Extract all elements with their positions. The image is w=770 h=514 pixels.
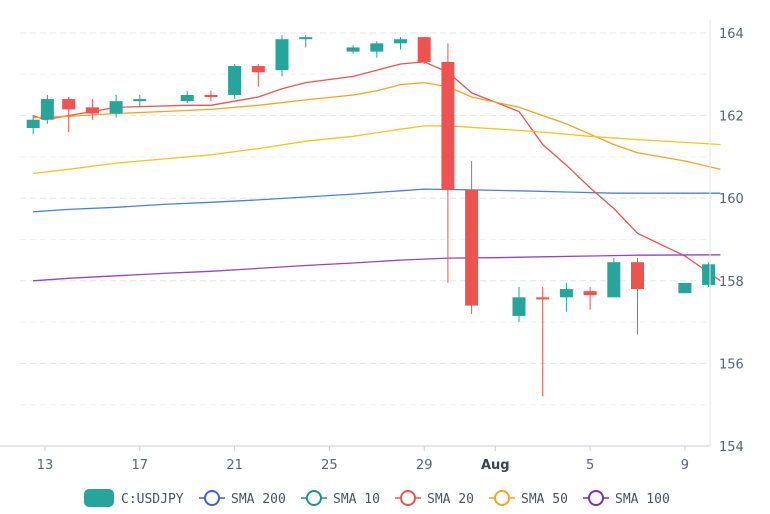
candle-19 xyxy=(536,286,550,397)
candle-body xyxy=(583,291,597,296)
candle-body xyxy=(441,61,455,190)
sma-line-sma-200 xyxy=(33,188,721,213)
sma-line-sma-20 xyxy=(33,81,721,170)
candle-17 xyxy=(465,161,479,314)
candle-4 xyxy=(109,94,123,118)
candle-body xyxy=(465,189,479,306)
candle-18 xyxy=(512,286,526,323)
axes: 154 156 158 160 162 164 13 17 21 25 29 Aug 5 9 xyxy=(0,20,744,473)
legend-item-c-usdjpy: C:USDJPY xyxy=(84,489,184,507)
candle-25 xyxy=(702,262,716,287)
legend-label: SMA 100 xyxy=(615,492,670,507)
candle-body xyxy=(702,264,716,285)
candle-body xyxy=(180,94,194,102)
candle-body xyxy=(346,47,360,52)
candle-body xyxy=(251,66,265,73)
legend-label: SMA 20 xyxy=(427,492,474,507)
legend-swatch-circle xyxy=(400,490,416,506)
y-tick-label-164: 164 xyxy=(719,27,744,42)
candle-21 xyxy=(583,286,597,310)
candle-20 xyxy=(559,282,573,312)
legend-item-sma-100: SMA 100 xyxy=(583,490,670,507)
y-tick-label-160: 160 xyxy=(719,192,744,207)
candle-7 xyxy=(204,90,218,102)
candle-15 xyxy=(417,37,431,64)
candle-22 xyxy=(607,258,621,298)
x-tick-label-9: 9 xyxy=(681,458,689,473)
candle-16 xyxy=(441,43,455,283)
legend-label: SMA 10 xyxy=(333,492,380,507)
legend-swatch-candle xyxy=(84,489,114,507)
legend-label: C:USDJPY xyxy=(121,492,184,507)
candle-2 xyxy=(62,97,76,133)
candle-9 xyxy=(251,63,265,87)
candle-5 xyxy=(133,94,147,108)
y-tick-label-162: 162 xyxy=(719,110,744,125)
candle-body xyxy=(559,289,573,298)
candle-body xyxy=(109,101,123,114)
candle-body xyxy=(299,37,313,40)
candle-3 xyxy=(85,99,99,120)
candle-body xyxy=(85,107,99,114)
candle-body xyxy=(370,43,384,52)
candle-body xyxy=(536,297,550,300)
y-tick-label-158: 158 xyxy=(719,275,744,290)
candle-body xyxy=(40,99,54,120)
legend-label: SMA 50 xyxy=(521,492,568,507)
candle-body xyxy=(228,66,242,95)
legend-item-sma-20: SMA 20 xyxy=(395,490,474,507)
candle-12 xyxy=(346,45,360,54)
x-tick-label-29: 29 xyxy=(416,458,433,473)
x-tick-label-17: 17 xyxy=(132,458,149,473)
candle-body xyxy=(62,99,76,110)
candle-10 xyxy=(275,35,289,77)
candlesticks xyxy=(26,35,716,397)
grid-layer xyxy=(20,32,710,406)
candle-0 xyxy=(26,115,40,135)
candle-body xyxy=(394,39,407,44)
candle-14 xyxy=(394,37,407,50)
legend-item-sma-50: SMA 50 xyxy=(489,490,568,507)
candle-11 xyxy=(299,35,313,48)
sma-lines xyxy=(32,61,721,282)
legend-item-sma-10: SMA 10 xyxy=(301,490,380,507)
candle-body xyxy=(512,297,526,316)
legend-swatch-circle xyxy=(306,490,322,506)
legend-swatch-circle xyxy=(204,490,220,506)
legend: C:USDJPY SMA 200 SMA 10 SMA 20 SMA 50 SMA 100 xyxy=(84,489,670,507)
x-tick-label-5: 5 xyxy=(586,458,594,473)
legend-swatch-circle xyxy=(494,490,510,506)
sma-line-sma-10 xyxy=(32,61,721,282)
candle-body xyxy=(275,39,289,71)
x-tick-label-25: 25 xyxy=(321,458,338,473)
candle-13 xyxy=(370,41,384,58)
sma-line-sma-50 xyxy=(33,125,721,175)
candle-24 xyxy=(678,282,692,294)
candle-body xyxy=(204,94,218,98)
candle-1 xyxy=(40,94,54,124)
sma-line-sma-100 xyxy=(33,254,721,282)
legend-swatch-circle xyxy=(588,490,604,506)
candle-23 xyxy=(631,258,644,335)
candle-body xyxy=(678,282,692,294)
candle-6 xyxy=(180,90,194,104)
candle-body xyxy=(417,37,431,62)
candle-body xyxy=(26,119,40,128)
y-tick-label-156: 156 xyxy=(719,357,744,372)
x-tick-label-Aug: Aug xyxy=(481,458,510,473)
candle-body xyxy=(607,262,621,298)
x-tick-label-13: 13 xyxy=(37,458,54,473)
legend-label: SMA 200 xyxy=(231,492,286,507)
candle-body xyxy=(631,262,644,290)
legend-item-sma-200: SMA 200 xyxy=(199,490,286,507)
candle-8 xyxy=(228,63,242,100)
y-tick-label-154: 154 xyxy=(719,440,744,455)
x-tick-label-21: 21 xyxy=(226,458,243,473)
candle-body xyxy=(133,99,147,102)
